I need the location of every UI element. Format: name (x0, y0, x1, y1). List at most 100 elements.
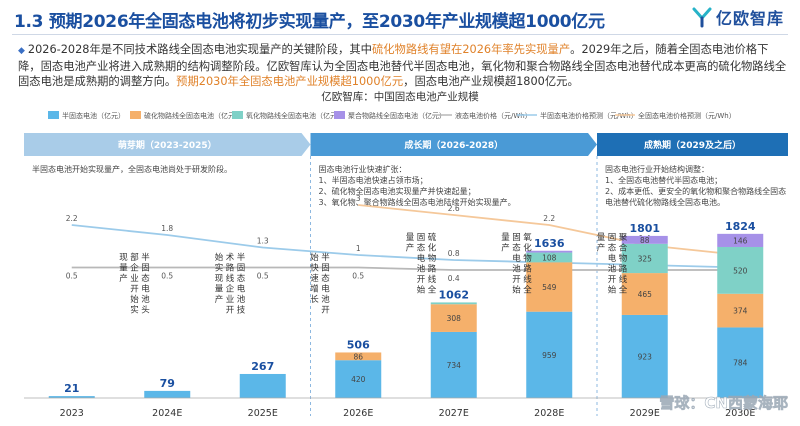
category-label: 2027E (439, 408, 469, 419)
price-label: 1.3 (257, 237, 269, 246)
milestone-annotation: 始快速增长 (310, 252, 319, 305)
bar-total: 1636 (534, 237, 565, 250)
summary-paragraph: ◆ 2026-2028年是不同技术路线全固态电池实现量产的关键阶段，其中硫化物路线… (18, 42, 788, 89)
bar-segment (717, 233, 764, 247)
segment-value: 308 (447, 314, 462, 323)
legend-label: 半固态电池价格预测（元/Wh） (540, 111, 638, 120)
page-title: 1.3 预期2026年全固态电池将初步实现量产，至2030年产业规模超1000亿… (14, 12, 605, 32)
price-label: 2.2 (543, 214, 555, 223)
category-label: 2030E (725, 408, 755, 419)
bar-total: 1062 (438, 288, 469, 301)
bar-segment (717, 246, 764, 294)
logo-text: 亿欧智库 (715, 9, 784, 28)
segment-value: 959 (542, 351, 557, 360)
legend-label: 硫化物路线全固态电池（亿元） (144, 111, 242, 120)
bar-total: 79 (160, 377, 175, 390)
phase-note-line: 半固态电池开始实现量产，全固态电池尚处于研发阶段。 (32, 164, 232, 174)
segment-value: 86 (353, 352, 363, 361)
phase-note-line: 2、成本更低、更安全的氧化物和聚合物路线全固态 (605, 186, 786, 196)
legend-swatch (48, 111, 59, 119)
bar-segment (526, 311, 573, 398)
bar-segment (144, 390, 191, 398)
segment-value: 325 (638, 254, 653, 263)
legend-swatch (232, 111, 243, 119)
chart-title: 亿欧智库：中国固态电池产业规模 (321, 90, 479, 103)
price-label: 3 (356, 194, 361, 203)
milestone-annotation: 量产 (501, 233, 510, 254)
legend-label: 聚合物路线全固态电池（亿元） (348, 111, 446, 120)
price-label: 0.5 (66, 272, 78, 281)
price-label: 1.8 (161, 224, 173, 233)
category-label: 2025E (248, 408, 278, 419)
category-label: 2028E (534, 408, 564, 419)
legend-label: 全固态电池价格预测（元/Wh） (638, 111, 736, 120)
phase-note-line: 2、硫化物全固态电池实现量产并快速起量； (319, 186, 476, 196)
price-label: 2.2 (66, 214, 78, 223)
summary-text-2: 。2029年之后，随着全固态电池价格下降，固态电池产业将进入成熟期的结构调整阶段… (18, 43, 787, 88)
watermark: 雪球：CN西蒙海耶 (659, 394, 788, 412)
bar-segment (526, 262, 573, 312)
bar-total: 21 (64, 382, 79, 395)
phase-label: 成长期（2026-2028） (404, 139, 503, 151)
price-label: 0.5 (352, 272, 364, 281)
segment-value: 108 (542, 253, 557, 262)
bar-segment (526, 250, 573, 253)
milestone-annotation: 固态电池开始 (608, 233, 617, 296)
bar-segment (621, 235, 668, 244)
milestone-annotation: 固态电池开始 (417, 233, 426, 296)
bar-segment (48, 396, 95, 398)
summary-text-1: 2026-2028年是不同技术路线全固态电池实现量产的关键阶段，其中 (27, 43, 372, 56)
phase-note-line: 3、氧化物、聚合物路线全固态电池陆续开始实现量产。 (319, 197, 516, 207)
phase-band (310, 133, 597, 156)
summary-highlight-2: 预期2030年全固态电池产业规模超1000亿元 (176, 75, 404, 88)
milestone-annotation: 始实现量产 (215, 252, 224, 305)
bar-total: 267 (251, 360, 274, 373)
bar-segment (526, 252, 573, 263)
bar-segment (430, 304, 477, 332)
category-label: 2023 (60, 408, 84, 419)
legend-label: 液态电池价格（元/Wh） (455, 111, 532, 120)
segment-value: 520 (733, 266, 748, 275)
phase-note-line: 固态电池行业开始结构调整： (605, 164, 709, 174)
category-label: 2029E (630, 408, 660, 419)
phase-note-line: 电池替代硫化物路线全固态电池。 (605, 197, 725, 207)
segment-value: 465 (638, 290, 653, 299)
segment-value: 549 (542, 283, 557, 292)
bar-total: 1801 (629, 222, 660, 235)
price-label: 2.6 (448, 204, 460, 213)
segment-value: 146 (733, 236, 748, 245)
price-label: 0.5 (257, 272, 269, 281)
bar-segment (239, 373, 286, 398)
bar-segment (335, 352, 382, 361)
phase-label: 成熟期（2029及之后） (644, 139, 741, 151)
summary-text-3: ，固态电池产业规模超1800亿元。 (403, 75, 579, 88)
bar-total: 506 (347, 338, 370, 351)
phase-note-line: 1、全固态电池替代半固态电池； (605, 175, 722, 185)
logo: 亿欧智库 (691, 5, 784, 29)
bar-segment (430, 331, 477, 398)
milestone-annotation: 术路线企业开 (226, 252, 235, 316)
phase-note-line: 1、半固态电池快速占领市场； (319, 175, 428, 185)
milestone-annotation: 氧化物路线全 (523, 232, 532, 296)
phase-label: 萌芽期（2023-2025） (118, 139, 217, 151)
milestone-annotation: 聚合物路线全 (619, 233, 628, 296)
milestone-annotation: 固态电池开始 (512, 233, 521, 296)
legend-swatch (130, 111, 141, 119)
segment-value: 784 (733, 359, 748, 368)
category-label: 2024E (152, 408, 182, 419)
milestone-annotation: 硫化物路线全 (428, 232, 437, 296)
milestone-annotation: 半固态电池头 (141, 252, 150, 316)
segment-value: 734 (447, 361, 462, 370)
bar-segment (621, 243, 668, 274)
segment-value: 88 (640, 236, 650, 245)
bar-total: 1824 (725, 220, 756, 233)
milestone-annotation: 半固态电池开 (321, 252, 330, 316)
milestone-annotation: 半固态电池技 (237, 252, 246, 316)
milestone-annotation: 量产 (406, 233, 415, 254)
milestone-annotation: 量产 (597, 233, 606, 254)
bar-segment (717, 327, 764, 398)
milestone-annotation: 部企业开始实 (130, 252, 139, 316)
summary-highlight-1: 硫化物路线有望在2026年率先实现量产 (371, 43, 571, 56)
diamond-bullet-icon: ◆ (18, 46, 25, 56)
